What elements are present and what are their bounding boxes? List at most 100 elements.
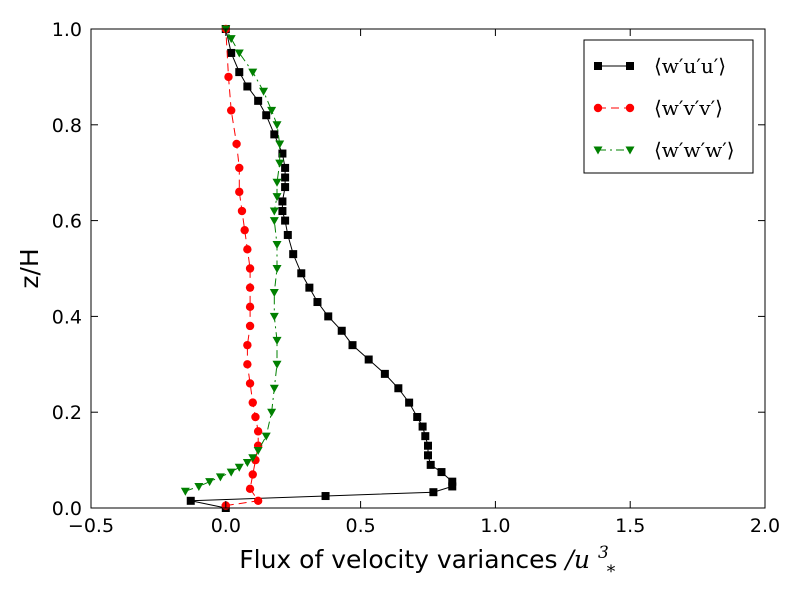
- y-tick-label: 0.2: [52, 402, 82, 424]
- data-point: [421, 432, 430, 441]
- data-point: [235, 163, 244, 173]
- x-tick-label: −0.5: [68, 515, 114, 537]
- data-point: [243, 360, 252, 369]
- data-point: [413, 412, 422, 421]
- data-point: [289, 250, 298, 259]
- data-point: [267, 106, 277, 115]
- data-point: [227, 48, 236, 57]
- data-point: [226, 106, 236, 115]
- data-point: [272, 121, 282, 130]
- data-point: [337, 326, 346, 335]
- series-line: [185, 28, 281, 492]
- y-tick-label: 0.6: [52, 211, 82, 233]
- y-tick-label: 0.4: [52, 306, 82, 328]
- data-point: [245, 321, 255, 331]
- y-axis-label: z/H: [15, 248, 44, 288]
- data-point: [253, 427, 263, 436]
- data-point: [269, 384, 279, 393]
- y-tick-label: 0.8: [52, 115, 82, 137]
- data-point: [253, 496, 263, 506]
- data-point: [424, 451, 432, 460]
- data-point: [364, 355, 373, 364]
- data-point: [426, 460, 435, 469]
- legend-marker: [594, 62, 602, 70]
- data-point: [243, 340, 252, 350]
- data-point: [405, 398, 414, 407]
- data-point: [237, 206, 247, 216]
- data-point: [253, 447, 263, 456]
- x-axis-label-unit: /u: [563, 545, 590, 574]
- legend-marker: [625, 146, 635, 155]
- data-point: [283, 230, 292, 239]
- data-point: [251, 412, 260, 422]
- data-point: [194, 482, 204, 491]
- data-point: [269, 312, 279, 321]
- plot-area: [180, 24, 457, 512]
- data-point: [261, 432, 271, 441]
- data-point: [380, 369, 389, 378]
- data-point: [248, 398, 257, 407]
- data-point: [348, 341, 357, 350]
- data-point: [448, 477, 457, 486]
- data-point: [281, 173, 290, 182]
- x-tick-label: 0.5: [345, 515, 375, 537]
- data-point: [205, 478, 215, 487]
- x-axis-label-unit-subscript: *: [607, 562, 616, 582]
- data-point: [278, 149, 287, 158]
- data-point: [235, 187, 244, 197]
- data-point: [254, 96, 263, 105]
- data-point: [243, 245, 252, 254]
- data-point: [418, 422, 427, 431]
- data-point: [269, 288, 279, 297]
- data-point: [313, 298, 322, 307]
- x-axis-label-unit-superscript: 3: [598, 543, 609, 563]
- data-point: [275, 159, 285, 168]
- data-point: [248, 470, 257, 479]
- data-point: [248, 454, 258, 463]
- data-point: [272, 265, 282, 273]
- data-point: [243, 82, 252, 91]
- legend-marker: [626, 62, 634, 70]
- data-point: [272, 336, 282, 345]
- data-point: [305, 283, 314, 292]
- y-tick-label: 0.0: [52, 498, 82, 520]
- data-point: [248, 68, 258, 77]
- x-tick-label: 2.0: [750, 515, 780, 537]
- data-point: [272, 193, 282, 202]
- data-point: [437, 468, 446, 477]
- x-axis-label-text: Flux of velocity variances: [239, 545, 557, 574]
- x-axis-label: Flux of velocity variances /u 3 *: [239, 535, 616, 582]
- data-point: [180, 487, 190, 496]
- data-point: [275, 140, 285, 149]
- x-tick-label: 1.5: [615, 515, 645, 537]
- data-point: [245, 283, 255, 292]
- axes-ticks: −0.5 0.0 0.5 1.0 1.5 2.00.00.20.40.60.81.0: [52, 19, 780, 537]
- series-line: [190, 28, 453, 509]
- data-point: [215, 473, 225, 482]
- data-point: [281, 183, 290, 192]
- data-point: [448, 482, 457, 491]
- data-point: [259, 87, 269, 96]
- legend-entry: ⟨w′v′v′⟩: [593, 96, 723, 120]
- data-point: [267, 408, 277, 417]
- data-point: [235, 68, 244, 77]
- data-point: [424, 441, 432, 450]
- data-point: [245, 264, 255, 273]
- data-point: [270, 130, 279, 139]
- legend-entry: ⟨w′w′w′⟩: [593, 138, 735, 162]
- x-tick-label: 1.0: [480, 515, 510, 537]
- data-point: [281, 216, 290, 225]
- legend-marker: [625, 103, 635, 113]
- data-point: [232, 139, 241, 149]
- data-point: [272, 360, 282, 369]
- data-point: [245, 302, 255, 312]
- data-point: [429, 488, 438, 497]
- legend-entry: ⟨w′u′u′⟩: [594, 54, 726, 78]
- data-point: [245, 379, 255, 388]
- data-point: [321, 492, 330, 501]
- data-point: [262, 111, 271, 120]
- legend-label: ⟨w′w′w′⟩: [654, 138, 735, 162]
- data-point: [226, 35, 236, 44]
- data-point: [278, 207, 287, 216]
- data-point: [234, 463, 244, 472]
